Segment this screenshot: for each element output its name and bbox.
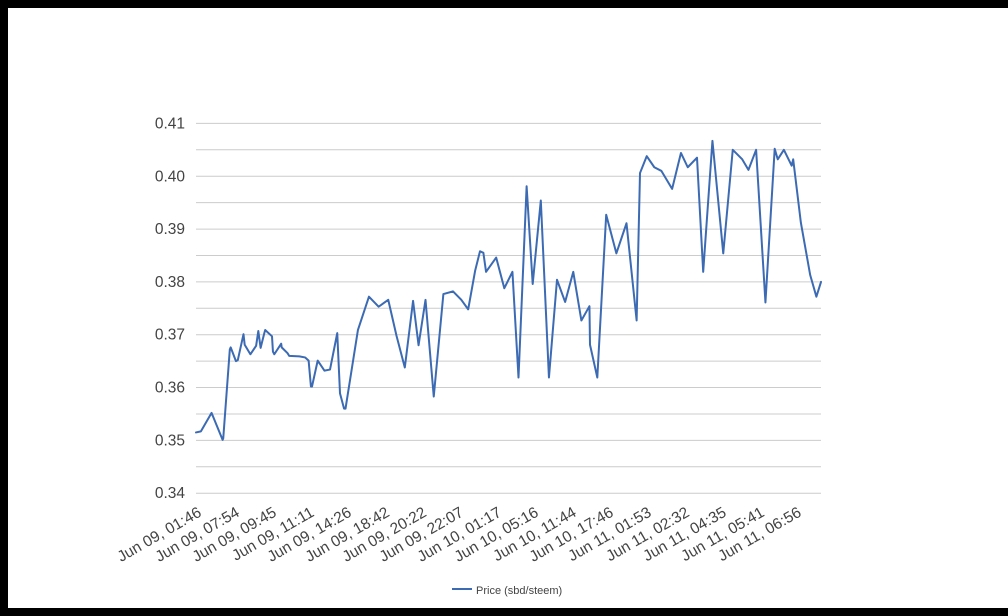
svg-text:0.38: 0.38 [155,274,185,291]
svg-text:0.40: 0.40 [155,168,186,185]
svg-text:0.39: 0.39 [155,221,185,238]
svg-text:0.35: 0.35 [155,432,185,449]
svg-text:0.41: 0.41 [155,116,185,133]
svg-text:0.34: 0.34 [155,485,186,502]
svg-text:0.36: 0.36 [155,380,185,397]
svg-text:0.37: 0.37 [155,327,185,344]
